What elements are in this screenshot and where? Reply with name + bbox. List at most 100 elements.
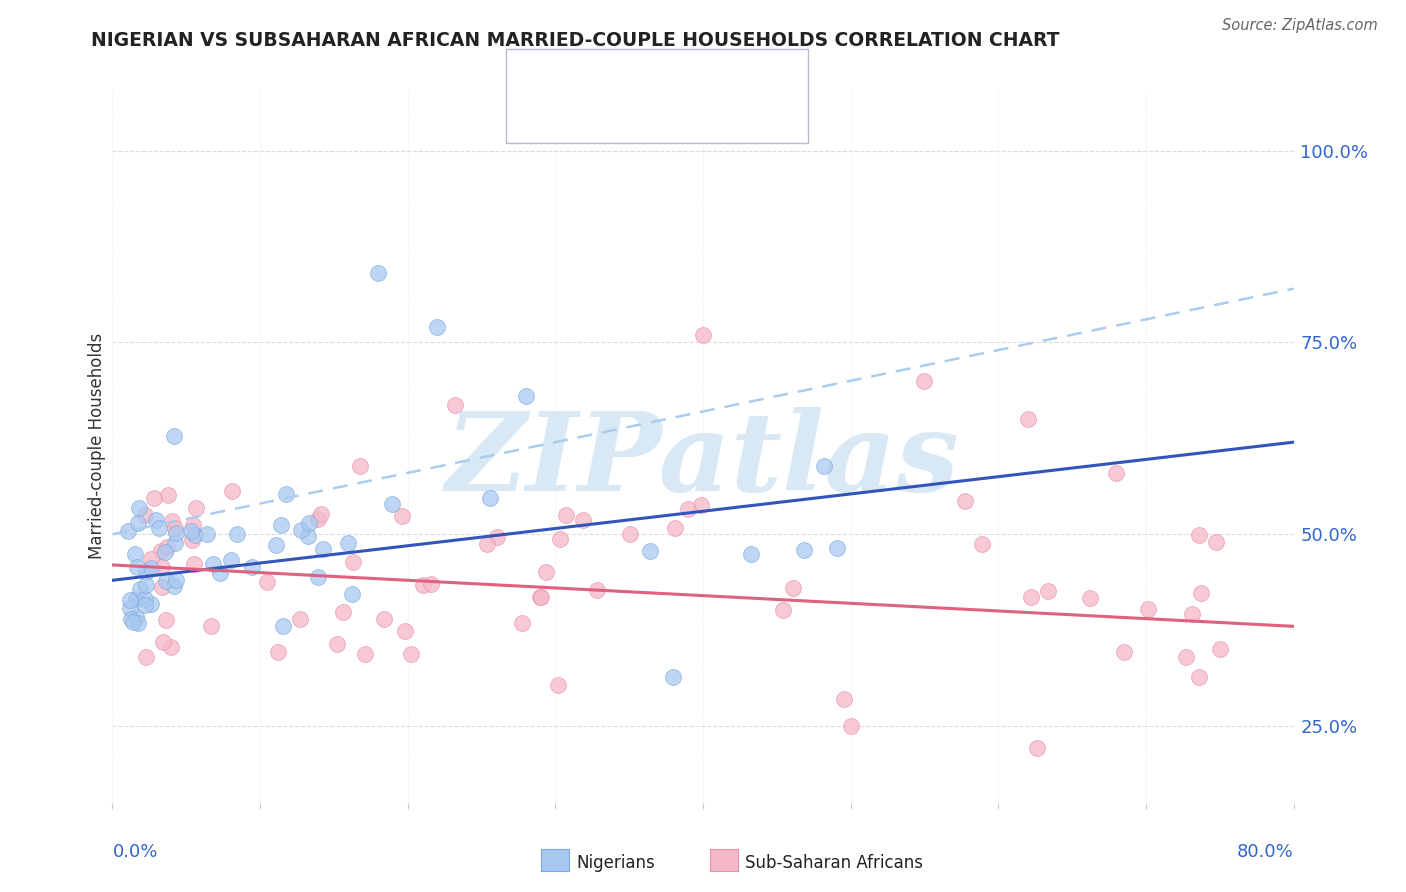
Point <box>1208 642 1232 657</box>
Point <box>342 555 364 569</box>
Point <box>1078 591 1101 606</box>
Point <box>373 612 395 626</box>
Point <box>349 459 371 474</box>
Point <box>134 508 156 522</box>
Point <box>219 553 242 567</box>
Text: 80.0%: 80.0% <box>1237 843 1294 861</box>
Point <box>127 516 149 530</box>
Point <box>128 500 150 515</box>
Point <box>619 527 641 541</box>
Point <box>128 582 150 596</box>
Point <box>148 520 170 534</box>
Point <box>125 591 148 606</box>
Point <box>117 524 139 538</box>
Text: NIGERIAN VS SUBSAHARAN AFRICAN MARRIED-COUPLE HOUSEHOLDS CORRELATION CHART: NIGERIAN VS SUBSAHARAN AFRICAN MARRIED-C… <box>91 31 1060 50</box>
Point <box>134 592 156 607</box>
Point <box>163 578 186 592</box>
Point <box>307 511 329 525</box>
Point <box>125 609 148 624</box>
Point <box>155 613 177 627</box>
Point <box>1114 645 1136 659</box>
Point <box>181 518 204 533</box>
Point <box>1205 534 1227 549</box>
Point <box>399 647 422 661</box>
Point <box>150 580 173 594</box>
Point <box>297 516 319 530</box>
Point <box>478 491 501 505</box>
Point <box>772 603 794 617</box>
Text: ZIPatlas: ZIPatlas <box>446 407 960 514</box>
Point <box>1136 602 1159 616</box>
Point <box>120 601 142 615</box>
Point <box>135 565 157 579</box>
Point <box>184 501 207 516</box>
Point <box>142 491 165 506</box>
Point <box>1181 607 1204 621</box>
Point <box>183 557 205 571</box>
Point <box>240 560 263 574</box>
Point <box>155 574 177 588</box>
Point <box>165 573 187 587</box>
Point <box>141 597 163 611</box>
Point <box>970 537 993 551</box>
Point <box>515 389 537 403</box>
Point <box>201 558 224 572</box>
Point <box>813 458 835 473</box>
Point <box>1017 412 1039 426</box>
Point <box>156 540 179 554</box>
Point <box>914 374 936 388</box>
Point <box>1189 586 1212 600</box>
Point <box>134 598 156 612</box>
Point <box>638 544 661 558</box>
Point <box>152 559 174 574</box>
Point <box>381 497 404 511</box>
Point <box>162 428 184 442</box>
Point <box>529 591 551 605</box>
Point <box>165 520 187 534</box>
Point <box>309 508 332 522</box>
Text: Nigerians: Nigerians <box>576 855 655 872</box>
Y-axis label: Married-couple Households: Married-couple Households <box>87 333 105 559</box>
Point <box>661 670 683 684</box>
Point <box>394 624 416 639</box>
Text: 0.0%: 0.0% <box>112 843 157 861</box>
Point <box>793 543 815 558</box>
Point <box>412 578 434 592</box>
Text: Source: ZipAtlas.com: Source: ZipAtlas.com <box>1222 18 1378 33</box>
Point <box>692 327 714 342</box>
Point <box>782 581 804 595</box>
Point <box>221 484 243 499</box>
Point <box>124 547 146 561</box>
Point <box>290 523 312 537</box>
Point <box>157 488 180 502</box>
Point <box>1036 584 1059 599</box>
Point <box>267 645 290 659</box>
Point <box>145 513 167 527</box>
Point <box>200 619 222 633</box>
Point <box>118 593 141 607</box>
Point <box>426 320 449 334</box>
Point <box>180 524 202 538</box>
Point <box>225 527 247 541</box>
Point <box>690 498 713 512</box>
Point <box>547 678 569 692</box>
Point <box>135 649 157 664</box>
Point <box>163 535 186 549</box>
Point <box>139 561 162 575</box>
Point <box>955 493 977 508</box>
Point <box>444 398 467 412</box>
Point <box>340 586 363 600</box>
Point <box>312 542 335 557</box>
Point <box>159 640 181 655</box>
Point <box>153 545 176 559</box>
Point <box>270 517 292 532</box>
Point <box>586 583 609 598</box>
Point <box>165 525 187 540</box>
Point <box>125 560 148 574</box>
Point <box>1105 466 1128 480</box>
Point <box>135 578 157 592</box>
Point <box>534 565 557 579</box>
Point <box>332 605 354 619</box>
Point <box>825 541 848 555</box>
Point <box>208 566 231 580</box>
